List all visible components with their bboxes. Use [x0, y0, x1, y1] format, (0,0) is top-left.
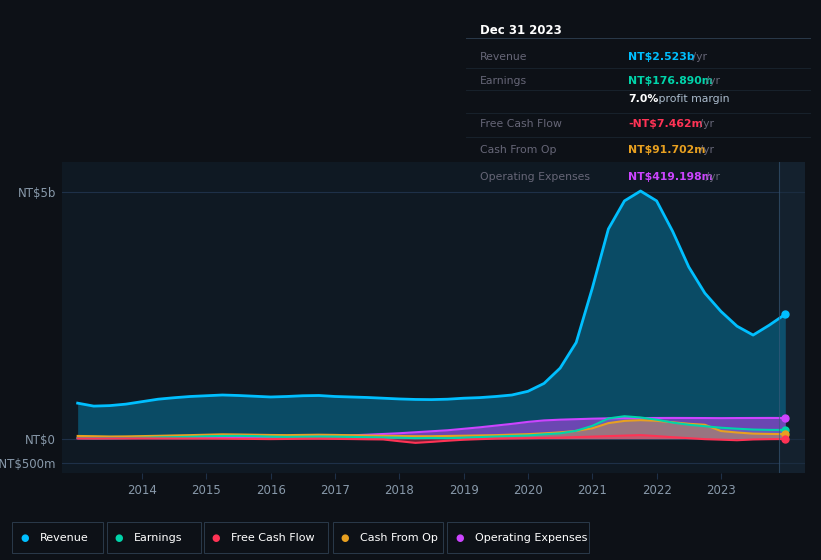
Text: NT$419.198m: NT$419.198m [628, 172, 713, 182]
Text: NT$176.890m: NT$176.890m [628, 76, 713, 86]
Text: Cash From Op: Cash From Op [360, 533, 438, 543]
Text: Cash From Op: Cash From Op [480, 146, 557, 156]
Bar [779, 162, 805, 473]
Text: Dec 31 2023: Dec 31 2023 [480, 24, 562, 37]
Text: Free Cash Flow: Free Cash Flow [480, 119, 562, 129]
Text: /yr: /yr [702, 172, 720, 182]
Text: NT$91.702m: NT$91.702m [628, 146, 706, 156]
Text: Earnings: Earnings [134, 533, 182, 543]
Text: /yr: /yr [702, 76, 720, 86]
Text: profit margin: profit margin [655, 94, 730, 104]
Text: 7.0%: 7.0% [628, 94, 658, 104]
Text: /yr: /yr [695, 119, 713, 129]
Text: NT$2.523b: NT$2.523b [628, 53, 695, 63]
Text: Operating Expenses: Operating Expenses [475, 533, 587, 543]
Text: /yr: /yr [695, 146, 713, 156]
Text: ●: ● [341, 533, 349, 543]
Text: Free Cash Flow: Free Cash Flow [231, 533, 314, 543]
Text: ●: ● [212, 533, 220, 543]
Text: ●: ● [115, 533, 123, 543]
Text: ●: ● [456, 533, 464, 543]
Text: -NT$7.462m: -NT$7.462m [628, 119, 704, 129]
Text: Operating Expenses: Operating Expenses [480, 172, 590, 182]
Text: Revenue: Revenue [39, 533, 88, 543]
Text: /yr: /yr [689, 53, 707, 63]
Text: Earnings: Earnings [480, 76, 527, 86]
Text: ●: ● [21, 533, 29, 543]
Text: Revenue: Revenue [480, 53, 528, 63]
